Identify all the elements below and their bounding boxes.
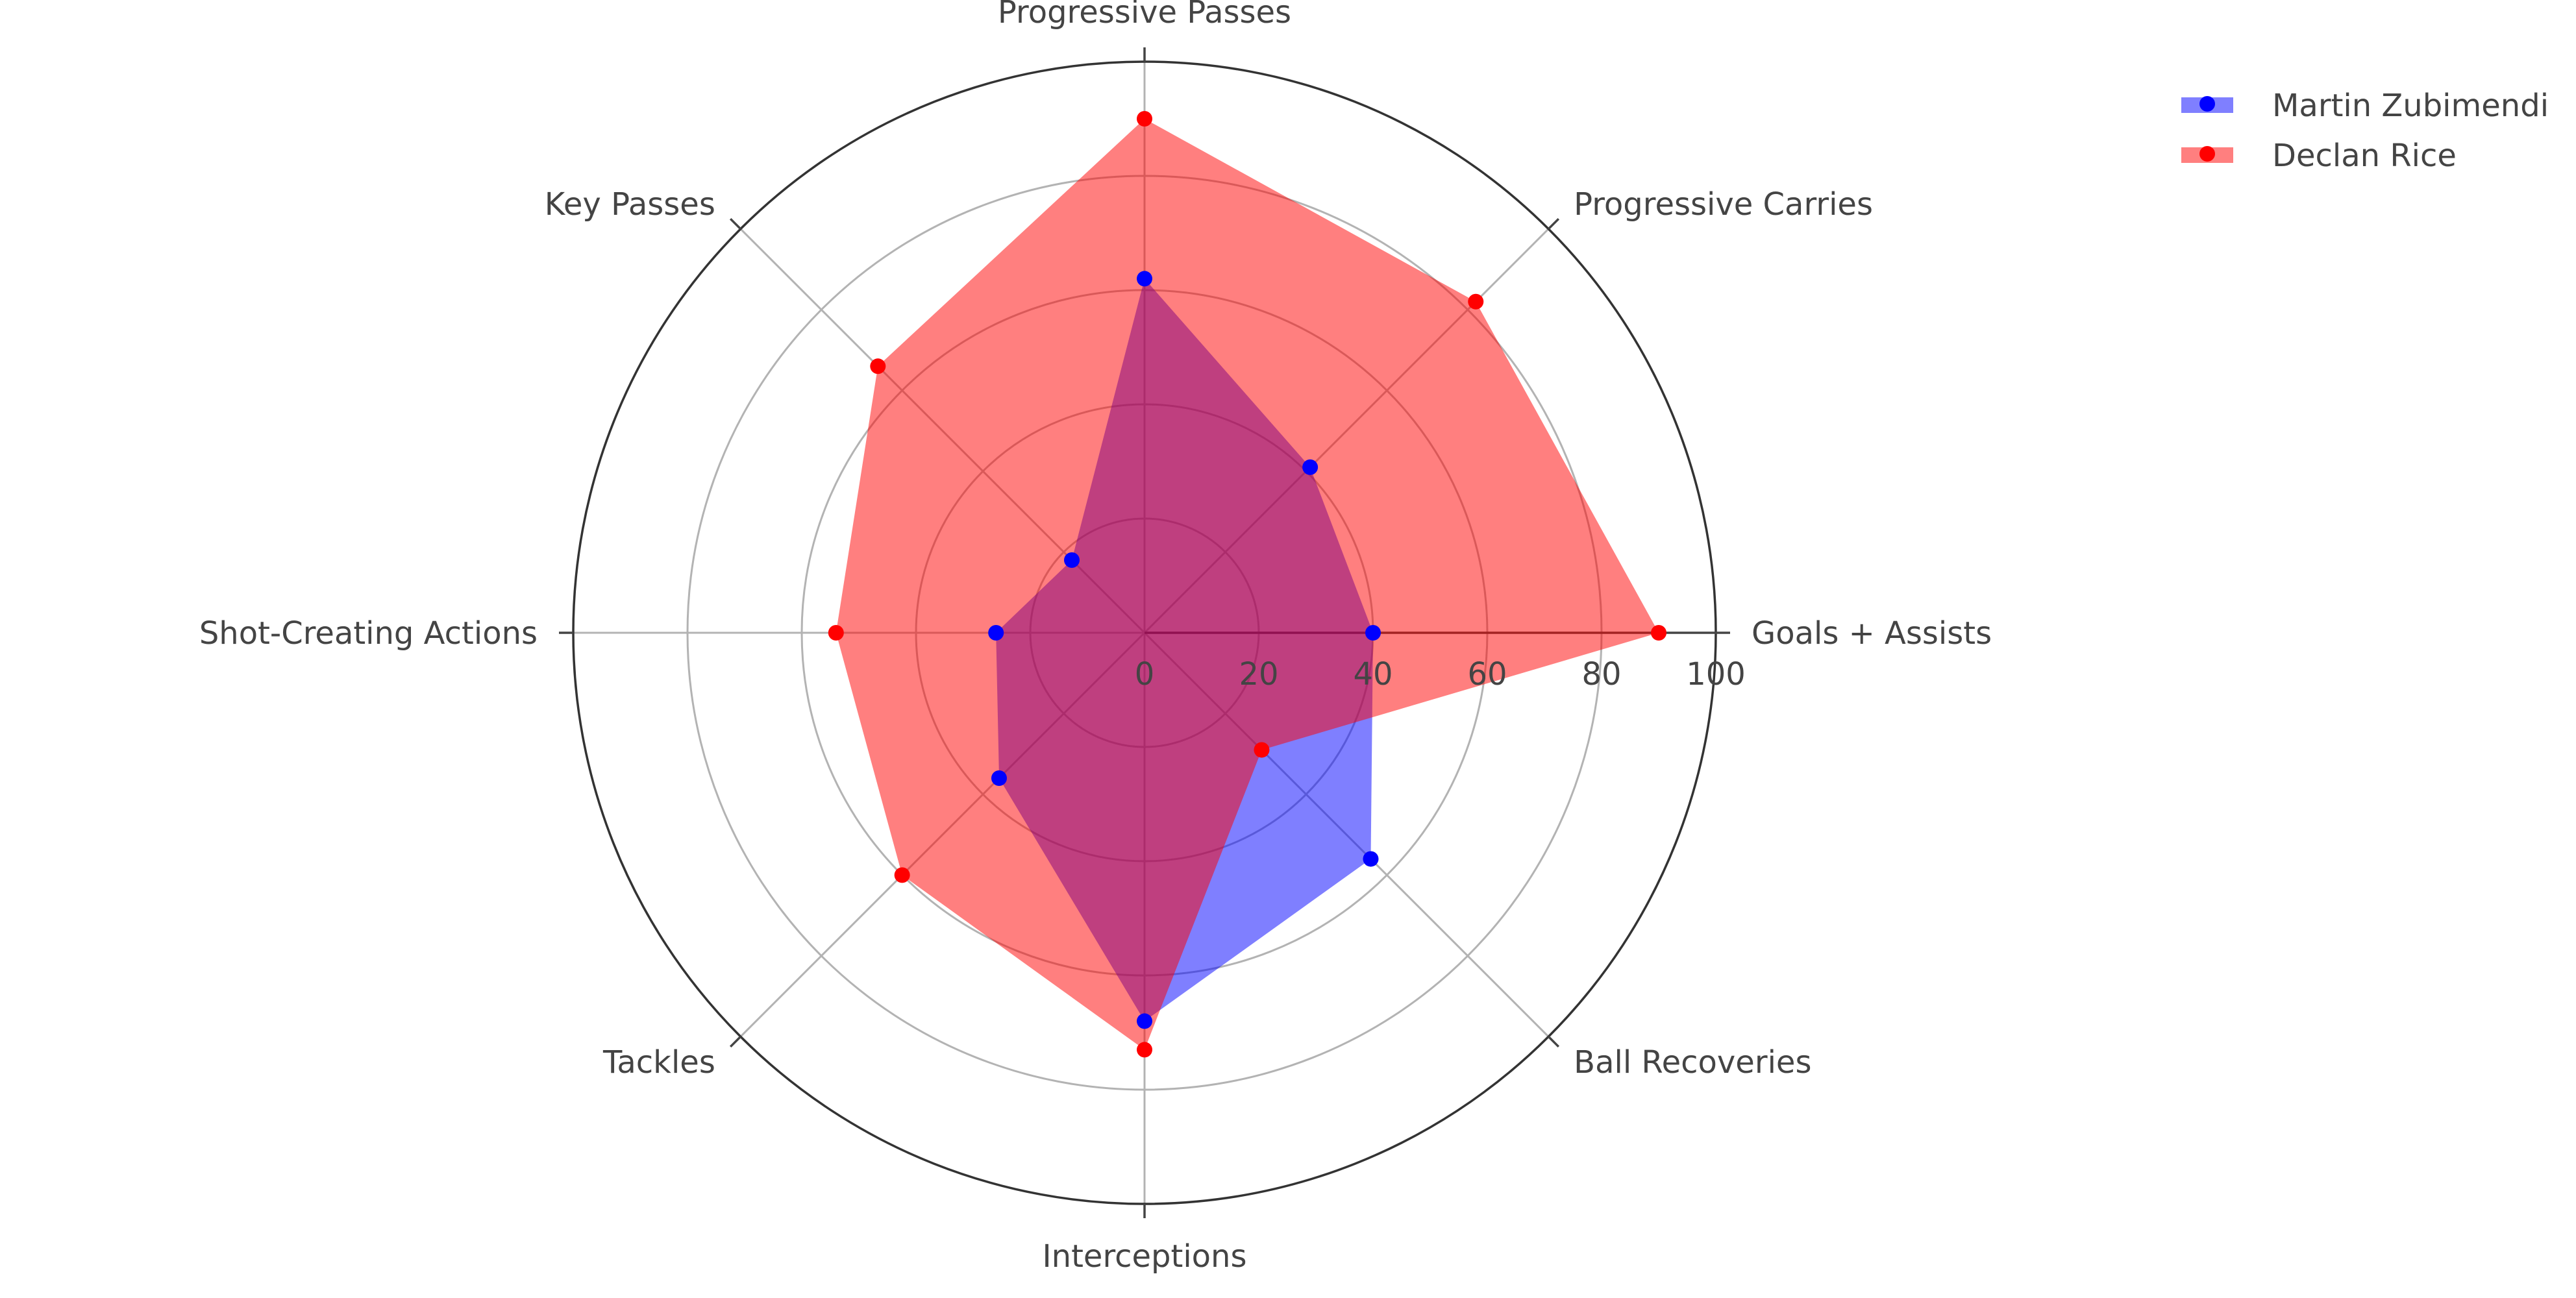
series-0-point-4 <box>988 625 1004 641</box>
category-label: Shot-Creating Actions <box>199 615 538 652</box>
angular-tick-5 <box>729 1036 741 1048</box>
radial-tick-label: 80 <box>1581 656 1621 692</box>
series-1-point-1 <box>1468 293 1484 310</box>
radial-tick-label: 100 <box>1686 656 1746 692</box>
series-area-1 <box>836 119 1659 1050</box>
category-label: Progressive Carries <box>1574 186 1873 223</box>
legend-marker <box>2199 96 2215 112</box>
series-0-point-0 <box>1365 625 1381 641</box>
series-0-point-7 <box>1363 851 1379 867</box>
radial-tick-label: 0 <box>1135 656 1155 692</box>
legend-marker <box>2199 146 2215 162</box>
legend-item-0[interactable]: Martin Zubimendi <box>2181 88 2549 124</box>
series-1-point-0 <box>1651 625 1666 641</box>
series-0-point-3 <box>1063 552 1080 568</box>
legend-label: Declan Rice <box>2272 138 2457 174</box>
radial-tick-label: 40 <box>1353 656 1393 692</box>
category-label: Tackles <box>602 1044 715 1081</box>
legend-label: Martin Zubimendi <box>2272 88 2549 124</box>
category-label: Goals + Assists <box>1752 615 1992 652</box>
angular-tick-3 <box>729 217 741 230</box>
series-0-point-5 <box>991 770 1007 787</box>
series-0-point-6 <box>1137 1013 1152 1029</box>
category-label: Ball Recoveries <box>1574 1044 1811 1081</box>
category-label: Interceptions <box>1043 1238 1247 1275</box>
category-label: Progressive Passes <box>998 0 1291 31</box>
radial-tick-label: 60 <box>1467 656 1507 692</box>
series-1-point-3 <box>870 358 886 374</box>
legend-item-1[interactable]: Declan Rice <box>2181 138 2457 174</box>
series-0-point-1 <box>1302 459 1319 475</box>
series-1-point-7 <box>1254 742 1270 758</box>
series-layer <box>836 119 1659 1050</box>
series-1-point-2 <box>1137 111 1152 127</box>
angular-tick-1 <box>1548 217 1560 230</box>
marker-layer <box>828 111 1666 1058</box>
series-1-point-5 <box>894 867 910 883</box>
angular-tick-7 <box>1548 1036 1560 1048</box>
series-1-point-6 <box>1137 1042 1152 1058</box>
category-label: Key Passes <box>545 186 715 223</box>
series-1-point-4 <box>828 625 844 641</box>
series-0-point-2 <box>1137 271 1152 287</box>
radial-tick-label: 20 <box>1239 656 1278 692</box>
legend[interactable]: Martin Zubimendi Declan Rice <box>2181 88 2549 174</box>
